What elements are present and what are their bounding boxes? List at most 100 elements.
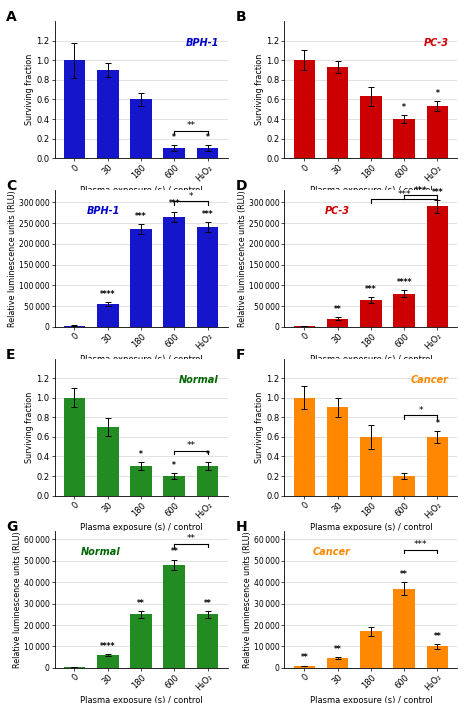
Bar: [197, 466, 219, 496]
Text: *: *: [436, 418, 439, 427]
Text: *: *: [206, 450, 210, 459]
Bar: [327, 318, 348, 327]
Text: *: *: [206, 133, 210, 142]
Text: ***: ***: [432, 188, 443, 197]
Text: *: *: [173, 133, 176, 142]
Text: **: **: [186, 441, 195, 450]
Bar: [97, 427, 118, 496]
Y-axis label: Relative luminescence units (RLU): Relative luminescence units (RLU): [243, 531, 252, 668]
Bar: [64, 325, 85, 327]
Text: *: *: [139, 450, 143, 459]
Text: F: F: [236, 347, 246, 361]
Text: *: *: [419, 406, 423, 415]
Text: **: **: [137, 599, 145, 607]
X-axis label: Plasma exposure (s) / control: Plasma exposure (s) / control: [310, 696, 432, 703]
Text: ***: ***: [135, 212, 147, 221]
Bar: [327, 67, 348, 158]
Text: **: **: [434, 632, 441, 641]
Text: **: **: [301, 653, 308, 662]
Bar: [64, 666, 85, 668]
Y-axis label: Surviving fraction: Surviving fraction: [25, 54, 34, 125]
X-axis label: Plasma exposure (s) / control: Plasma exposure (s) / control: [310, 186, 432, 195]
Bar: [164, 148, 185, 158]
Bar: [393, 119, 415, 158]
Bar: [64, 398, 85, 496]
X-axis label: Plasma exposure (s) / control: Plasma exposure (s) / control: [310, 355, 432, 363]
Text: ***: ***: [397, 190, 411, 199]
Text: *: *: [402, 103, 406, 112]
Bar: [360, 96, 382, 158]
Bar: [427, 437, 448, 496]
Text: **: **: [401, 569, 408, 579]
Bar: [427, 207, 448, 327]
Text: H: H: [236, 520, 247, 534]
Bar: [130, 466, 152, 496]
Text: Normal: Normal: [179, 375, 219, 385]
Bar: [327, 658, 348, 668]
Text: ***: ***: [365, 285, 377, 294]
Y-axis label: Relative luminescence units (RLU): Relative luminescence units (RLU): [13, 531, 22, 668]
Y-axis label: Surviving fraction: Surviving fraction: [25, 392, 34, 463]
Text: ***: ***: [414, 541, 428, 549]
Bar: [164, 217, 185, 327]
Bar: [293, 60, 315, 158]
Text: ***: ***: [202, 209, 213, 219]
X-axis label: Plasma exposure (s) / control: Plasma exposure (s) / control: [80, 524, 202, 532]
Text: Cancer: Cancer: [411, 375, 449, 385]
Text: ***: ***: [414, 186, 428, 195]
Bar: [197, 148, 219, 158]
Text: A: A: [6, 10, 17, 24]
Bar: [164, 565, 185, 668]
Text: *: *: [436, 89, 439, 98]
Text: E: E: [6, 347, 16, 361]
Bar: [293, 398, 315, 496]
Bar: [130, 99, 152, 158]
Text: PC-3: PC-3: [325, 206, 350, 217]
Bar: [130, 614, 152, 668]
Bar: [97, 70, 118, 158]
Text: G: G: [6, 520, 18, 534]
Text: BPH-1: BPH-1: [185, 37, 219, 48]
Text: **: **: [204, 599, 211, 607]
Bar: [393, 294, 415, 327]
Bar: [360, 631, 382, 668]
Text: *: *: [173, 460, 176, 470]
Text: B: B: [236, 10, 246, 24]
Bar: [393, 588, 415, 668]
Bar: [97, 655, 118, 668]
Text: **: **: [171, 547, 178, 556]
Bar: [197, 614, 219, 668]
Bar: [427, 106, 448, 158]
Text: ****: ****: [100, 290, 116, 299]
X-axis label: Plasma exposure (s) / control: Plasma exposure (s) / control: [80, 355, 202, 363]
Text: BPH-1: BPH-1: [87, 206, 120, 217]
Bar: [293, 326, 315, 327]
Y-axis label: Relative luminescence units (RLU): Relative luminescence units (RLU): [237, 190, 246, 327]
Bar: [360, 300, 382, 327]
Bar: [393, 476, 415, 496]
Text: **: **: [334, 645, 341, 654]
Text: *: *: [189, 192, 193, 201]
Text: PC-3: PC-3: [424, 37, 449, 48]
Bar: [360, 437, 382, 496]
Bar: [293, 666, 315, 668]
X-axis label: Plasma exposure (s) / control: Plasma exposure (s) / control: [80, 186, 202, 195]
Y-axis label: Surviving fraction: Surviving fraction: [255, 54, 264, 125]
Text: **: **: [186, 121, 195, 130]
Y-axis label: Surviving fraction: Surviving fraction: [255, 392, 264, 463]
Bar: [130, 229, 152, 327]
Y-axis label: Relative luminescence units (RLU): Relative luminescence units (RLU): [8, 190, 17, 327]
Bar: [164, 476, 185, 496]
Text: Cancer: Cancer: [312, 547, 350, 557]
Bar: [64, 60, 85, 158]
Bar: [197, 227, 219, 327]
Bar: [427, 647, 448, 668]
Text: ***: ***: [168, 200, 180, 208]
Text: D: D: [236, 179, 247, 193]
Bar: [97, 304, 118, 327]
X-axis label: Plasma exposure (s) / control: Plasma exposure (s) / control: [80, 696, 202, 703]
Text: **: **: [334, 305, 341, 314]
Text: Normal: Normal: [81, 547, 120, 557]
Text: **: **: [186, 534, 195, 543]
Bar: [327, 408, 348, 496]
